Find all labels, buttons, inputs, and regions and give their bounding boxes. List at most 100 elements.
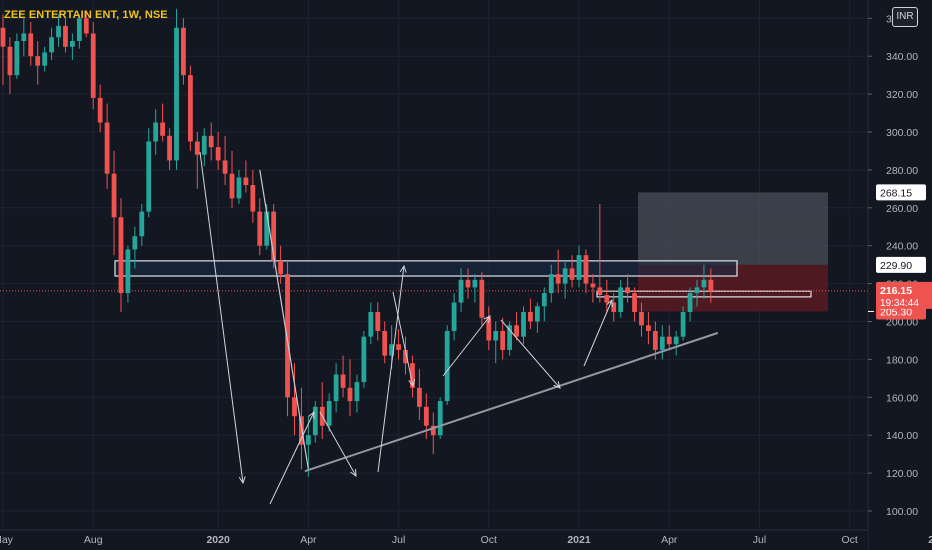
candle-body	[666, 336, 672, 345]
candle-body	[49, 37, 54, 53]
price-tick-label: 180.00	[886, 354, 918, 366]
candle-body	[493, 330, 499, 341]
level-mid-label-bg	[876, 256, 926, 273]
arrow-line	[442, 315, 491, 377]
candle-body	[243, 177, 249, 186]
arrow-head	[238, 476, 246, 485]
level-top-label-bg	[876, 184, 926, 201]
candle-body	[222, 160, 228, 174]
candle-body	[90, 33, 96, 98]
candle-body	[389, 344, 395, 356]
candle-body	[458, 279, 464, 303]
arrow-line	[500, 319, 561, 389]
arrow-line	[199, 151, 244, 484]
candle-body	[7, 46, 13, 76]
price-tick-label: 240.00	[886, 241, 918, 253]
candle-body	[590, 283, 596, 288]
time-axis[interactable]: MayAug2020AprJulOct2021AprJulOct2022Apr	[0, 529, 932, 550]
candle-body	[403, 349, 408, 364]
time-tick-label: 2020	[206, 534, 230, 546]
arrow-head	[408, 379, 416, 388]
arrow-line	[319, 411, 357, 477]
trendline-drawings	[199, 151, 719, 505]
candle-body	[618, 287, 624, 313]
price-tick-label: 200.00	[886, 317, 918, 329]
currency-badge[interactable]: INR	[892, 7, 918, 27]
price-tick-label: 280.00	[886, 165, 918, 177]
candle-body	[583, 255, 589, 284]
candle-body	[146, 141, 152, 212]
price-tick-label: 260.00	[886, 203, 918, 215]
candle-body	[215, 147, 221, 161]
candle-body	[354, 382, 360, 402]
candle-body	[208, 135, 214, 148]
candle-body	[97, 97, 103, 123]
candle-body	[153, 122, 159, 142]
candle-body	[368, 312, 374, 337]
candle-body	[21, 33, 27, 42]
candle-body	[555, 274, 561, 284]
candle-body	[194, 141, 200, 155]
candle-body	[701, 279, 707, 288]
candle-body	[541, 293, 547, 307]
candle-body	[528, 312, 533, 322]
candle-body	[659, 336, 665, 350]
arrow-head	[308, 410, 315, 420]
candle-body	[423, 406, 429, 426]
price-axis-bg	[868, 0, 932, 550]
candle-body	[534, 306, 540, 322]
candle-body	[250, 185, 256, 212]
arrow-head	[349, 468, 357, 478]
candle-body	[486, 317, 492, 341]
candle-body	[347, 387, 353, 402]
candle-body	[604, 294, 610, 303]
candle-body	[299, 416, 304, 445]
last-price-bg	[876, 281, 932, 309]
candle-body	[104, 122, 110, 174]
target-zone	[638, 192, 828, 265]
candle-body	[333, 374, 339, 402]
candle-body	[687, 293, 693, 313]
candle-body	[639, 312, 644, 326]
candle-body	[680, 312, 686, 337]
price-axis[interactable]: 100.00120.00140.00160.00180.00200.00220.…	[867, 0, 932, 550]
candle-body	[340, 374, 346, 388]
candle-body	[236, 177, 242, 199]
candle-body	[361, 336, 367, 383]
candle-body	[410, 363, 415, 388]
candle-body	[160, 122, 166, 136]
candle-body	[437, 401, 443, 436]
candle-body	[181, 27, 186, 76]
candle-body	[229, 173, 235, 199]
candle-body	[382, 330, 388, 356]
candle-body	[14, 41, 20, 76]
level-top-label: 268.15	[880, 187, 912, 199]
candle-body	[305, 435, 311, 445]
candle-body	[375, 312, 381, 331]
ascending-support-line	[304, 331, 719, 473]
candle-body	[673, 336, 679, 345]
candle-body	[63, 25, 68, 47]
candle-body	[514, 325, 519, 337]
candle-body	[139, 211, 145, 237]
countdown-label: 19:34:44	[880, 298, 919, 309]
candle-body	[569, 268, 575, 280]
candle-body	[326, 401, 332, 426]
arrow-line	[583, 299, 613, 367]
price-tick-label: 120.00	[886, 468, 918, 480]
time-tick-label: Oct	[842, 534, 858, 546]
price-tick-label: 320.00	[886, 89, 918, 101]
candle-body	[83, 18, 89, 34]
candle-body	[611, 302, 617, 313]
time-tick-label: Apr	[300, 534, 317, 546]
candle-body	[111, 173, 117, 218]
symbol-title[interactable]: ZEE ENTERTAIN ENT, 1W, NSE	[4, 9, 168, 21]
candle-body	[576, 255, 582, 280]
price-tick-label: 100.00	[886, 506, 918, 518]
arrow-line	[377, 265, 405, 473]
candle-body	[479, 279, 485, 318]
level-mid-label: 229.90	[880, 260, 912, 272]
candle-body	[694, 287, 700, 294]
